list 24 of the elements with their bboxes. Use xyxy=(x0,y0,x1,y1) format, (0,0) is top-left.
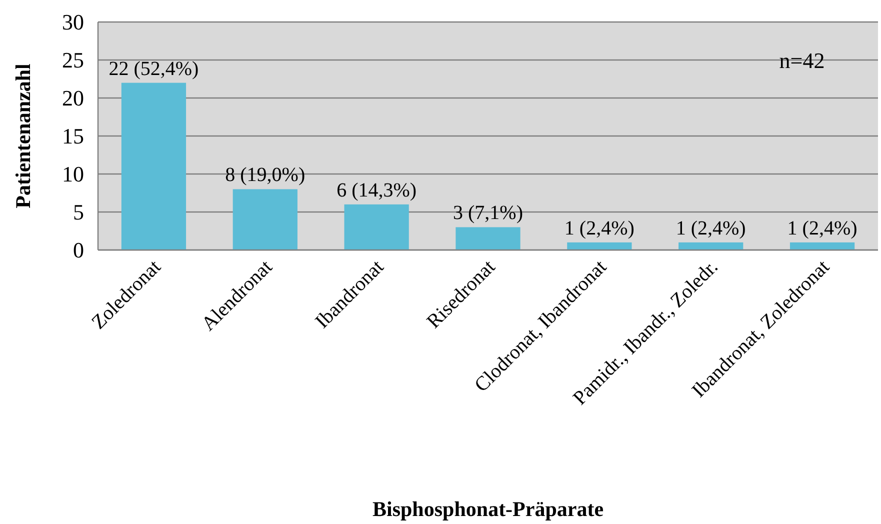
bar xyxy=(344,204,409,250)
bar xyxy=(456,227,520,250)
y-tick-label: 15 xyxy=(62,124,84,149)
data-label: 1 (2,4%) xyxy=(787,217,858,240)
data-label: 1 (2,4%) xyxy=(564,217,634,240)
y-tick-label: 10 xyxy=(62,162,84,187)
data-label: 3 (7,1%) xyxy=(453,202,523,224)
annotation: n=42 xyxy=(779,48,825,73)
bar xyxy=(567,242,632,250)
y-tick-label: 30 xyxy=(62,10,84,35)
y-tick-label: 0 xyxy=(73,238,84,263)
data-label: 8 (19,0%) xyxy=(225,164,306,186)
data-label: 22 (52,4%) xyxy=(108,58,199,80)
x-axis-title: Bisphosphonat-Präparate xyxy=(372,497,604,521)
bar xyxy=(790,242,855,250)
bar xyxy=(121,82,186,250)
y-axis-title: Patientenanzahl xyxy=(11,64,35,208)
data-label: 6 (14,3%) xyxy=(336,179,417,202)
y-tick-label: 5 xyxy=(73,200,84,225)
y-tick-label: 25 xyxy=(62,48,84,73)
bar xyxy=(678,242,744,250)
data-label: 1 (2,4%) xyxy=(676,217,746,240)
y-tick-label: 20 xyxy=(62,86,84,111)
bar xyxy=(232,189,298,250)
